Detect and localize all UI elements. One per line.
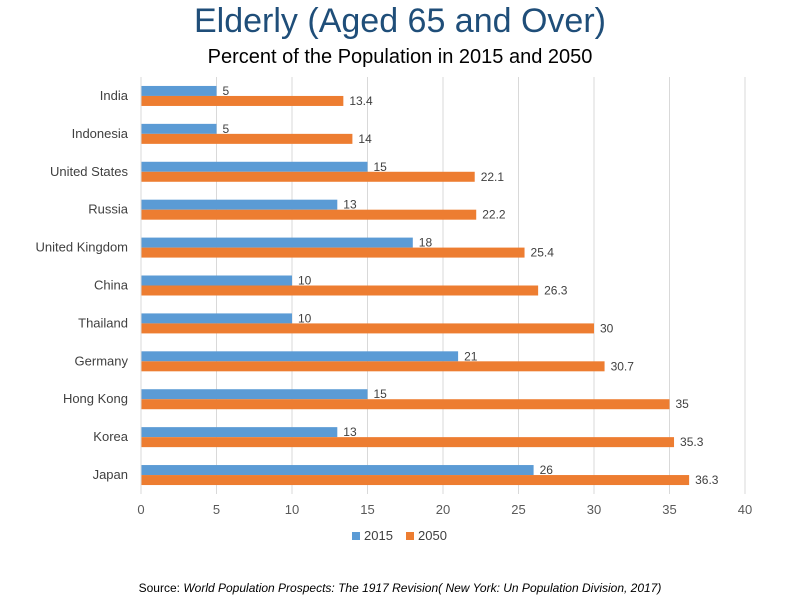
- data-label: 30.7: [611, 359, 635, 373]
- data-label: 13: [343, 425, 357, 439]
- data-label: 14: [358, 132, 372, 146]
- bar-2015-hong-kong: [141, 389, 368, 400]
- x-tick-label: 5: [213, 502, 220, 517]
- bar-2015-indonesia: [141, 123, 217, 134]
- category-label: Russia: [88, 202, 129, 217]
- source-note: Source: World Population Prospects: The …: [0, 581, 800, 595]
- data-label: 22.2: [482, 208, 506, 222]
- data-label: 26.3: [544, 284, 568, 298]
- bar-2015-thailand: [141, 313, 292, 324]
- data-label: 10: [298, 274, 312, 288]
- data-label: 35: [676, 397, 690, 411]
- category-label: China: [94, 278, 129, 293]
- bar-2015-india: [141, 85, 217, 96]
- bar-2050-hong-kong: [141, 399, 670, 410]
- bar-2050-thailand: [141, 323, 594, 334]
- data-label: 5: [223, 84, 230, 98]
- bar-2050-united-states: [141, 171, 475, 182]
- x-tick-label: 0: [137, 502, 144, 517]
- data-label: 13.4: [349, 94, 373, 108]
- bar-2015-germany: [141, 351, 459, 362]
- bar-2050-russia: [141, 209, 477, 220]
- x-tick-label: 35: [662, 502, 676, 517]
- category-label: United Kingdom: [36, 240, 129, 255]
- data-label: 30: [600, 321, 614, 335]
- bar-2050-japan: [141, 475, 690, 486]
- data-label: 35.3: [680, 435, 704, 449]
- x-tick-label: 15: [360, 502, 374, 517]
- bar-2015-united-kingdom: [141, 237, 413, 248]
- category-label: Thailand: [78, 315, 128, 330]
- bar-2015-japan: [141, 465, 534, 476]
- bar-2015-united-states: [141, 161, 368, 172]
- bar-2050-germany: [141, 361, 605, 372]
- data-label: 22.1: [481, 170, 505, 184]
- bar-2050-indonesia: [141, 133, 353, 144]
- bar-2050-united-kingdom: [141, 247, 525, 258]
- data-label: 25.4: [531, 246, 555, 260]
- category-label: Japan: [93, 467, 128, 482]
- legend-label: 2050: [418, 528, 447, 543]
- category-label: Germany: [75, 353, 129, 368]
- data-label: 26: [540, 463, 554, 477]
- chart-title: Elderly (Aged 65 and Over): [194, 2, 606, 40]
- x-tick-label: 40: [738, 502, 752, 517]
- bar-2015-russia: [141, 199, 338, 210]
- x-tick-label: 10: [285, 502, 299, 517]
- x-tick-label: 30: [587, 502, 601, 517]
- data-label: 5: [223, 122, 230, 136]
- source-citation: World Population Prospects: The 1917 Rev…: [183, 581, 662, 595]
- source-prefix: Source:: [138, 581, 184, 595]
- bar-2050-china: [141, 285, 539, 296]
- data-label: 36.3: [695, 473, 719, 487]
- data-label: 15: [374, 387, 388, 401]
- data-label: 18: [419, 236, 433, 250]
- legend-swatch-2015: [352, 532, 360, 540]
- legend-label: 2015: [364, 528, 393, 543]
- bar-2015-china: [141, 275, 292, 286]
- legend-swatch-2050: [406, 532, 414, 540]
- x-tick-label: 20: [436, 502, 450, 517]
- category-label: Indonesia: [72, 126, 129, 141]
- bar-2050-india: [141, 95, 344, 106]
- bar-2050-korea: [141, 437, 675, 448]
- data-label: 13: [343, 198, 357, 212]
- category-label: United States: [50, 164, 129, 179]
- x-tick-label: 25: [511, 502, 525, 517]
- category-label: Korea: [93, 429, 128, 444]
- data-label: 10: [298, 311, 312, 325]
- data-label: 21: [464, 349, 478, 363]
- bar-2015-korea: [141, 427, 338, 438]
- data-label: 15: [374, 160, 388, 174]
- category-label: Hong Kong: [63, 391, 128, 406]
- category-label: India: [100, 88, 129, 103]
- chart-subtitle: Percent of the Population in 2015 and 20…: [207, 46, 593, 68]
